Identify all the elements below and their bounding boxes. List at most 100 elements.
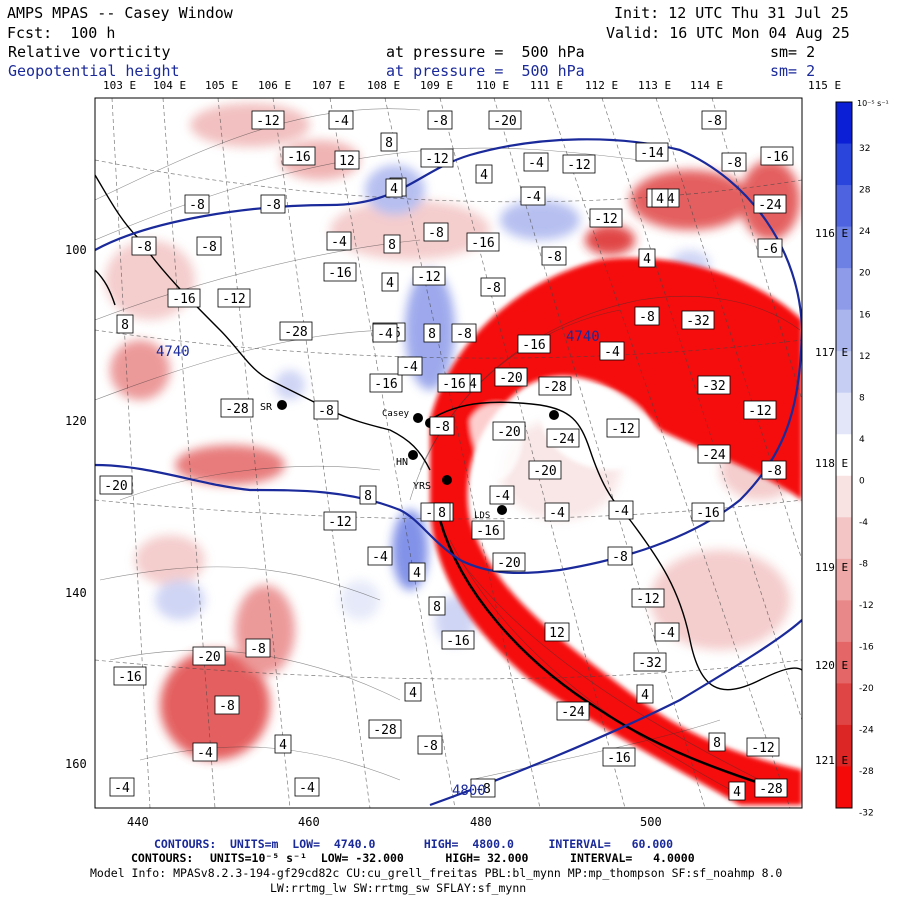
svg-text:-12: -12: [748, 404, 771, 419]
vorticity-contour-label: -8: [721, 152, 747, 172]
vorticity-contour-label: -8: [417, 735, 443, 755]
svg-text:12: 12: [339, 154, 355, 169]
vorticity-contour-label: 4: [381, 272, 399, 292]
svg-text:-4: -4: [333, 114, 349, 129]
colorbar-tick-label: 8: [859, 393, 865, 403]
svg-text:-28: -28: [759, 782, 782, 797]
vorticity-contour-label: -12: [217, 288, 251, 308]
svg-text:4: 4: [480, 168, 488, 183]
vorticity-contour-label: -8: [245, 638, 271, 658]
vorticity-contour-label: -16: [691, 502, 725, 522]
svg-text:-8: -8: [428, 226, 444, 241]
vorticity-contour-label: -4: [608, 500, 634, 520]
x-tick-label: 480: [470, 815, 492, 829]
colorbar-tick-label: -20: [859, 684, 874, 694]
vorticity-contour-label: -8: [541, 246, 567, 266]
colorbar-tick-label: 16: [859, 310, 871, 320]
svg-text:-28: -28: [373, 723, 396, 738]
svg-text:-4: -4: [299, 781, 315, 796]
vorticity-contour-label: -28: [220, 398, 254, 418]
vorticity-contour-label: -24: [697, 444, 731, 464]
svg-text:8: 8: [385, 136, 393, 151]
top-lon-label: 112 E: [585, 79, 619, 92]
colorbar-units: 10⁻⁵ s⁻¹: [857, 99, 889, 108]
vorticity-contour-label: -4: [192, 742, 218, 762]
vorticity-contour-label: 8: [116, 314, 134, 334]
vorticity-contour-label: -8: [634, 306, 660, 326]
svg-text:4: 4: [643, 252, 651, 267]
vorticity-contour-label: -32: [697, 375, 731, 395]
svg-text:-8: -8: [265, 198, 281, 213]
colorbar-swatch: [836, 434, 852, 477]
svg-text:-8: -8: [434, 420, 450, 435]
colorbar-swatch: [836, 392, 852, 435]
svg-text:-4: -4: [659, 626, 675, 641]
vorticity-contour-label: -8: [131, 236, 157, 256]
right-lon-label: 119 E: [815, 561, 849, 574]
svg-text:8: 8: [438, 506, 446, 521]
vorticity-contour-label: -8: [451, 323, 477, 343]
svg-text:-4: -4: [372, 550, 388, 565]
vorticity-contour-label: 8: [428, 596, 446, 616]
svg-text:-32: -32: [638, 656, 661, 671]
svg-text:-4: -4: [494, 489, 510, 504]
vorticity-contour-label: -12: [562, 154, 596, 174]
svg-text:-16: -16: [118, 670, 141, 685]
svg-text:-20: -20: [497, 556, 520, 571]
right-lon-label: 118 E: [815, 457, 849, 470]
colorbar-swatch: [836, 558, 852, 601]
svg-text:-8: -8: [726, 156, 742, 171]
top-lon-label: 105 E: [205, 79, 239, 92]
station-casey-dot[interactable]: [413, 413, 423, 423]
svg-text:-8: -8: [250, 642, 266, 657]
vorticity-contour-label: -24: [753, 194, 787, 214]
init-time: Init: 12 UTC Thu 31 Jul 25: [614, 4, 849, 22]
svg-text:-16: -16: [172, 292, 195, 307]
vorticity-contour-label: 4: [274, 734, 292, 754]
svg-text:-8: -8: [318, 404, 334, 419]
vorticity-contour-label: -4: [372, 323, 398, 343]
svg-text:-4: -4: [549, 506, 565, 521]
vorticity-contour-label: 4: [385, 178, 403, 198]
plot-title: AMPS MPAS -- Casey Window: [7, 4, 233, 22]
svg-text:-8: -8: [766, 464, 782, 479]
vorticity-contour-label: -20: [192, 646, 226, 666]
svg-text:-8: -8: [201, 240, 217, 255]
vorticity-contour-label: -8: [427, 110, 453, 130]
svg-text:-12: -12: [594, 212, 617, 227]
vorticity-contour-label: -16: [369, 373, 403, 393]
contours-height-info: UNITS=m LOW= 4740.0 HIGH= 4800.0 INTERVA…: [230, 837, 674, 851]
vorticity-contour-label: -16: [282, 146, 316, 166]
field1-smoothing: sm= 2: [770, 43, 816, 61]
top-lon-label: 106 E: [258, 79, 292, 92]
top-lon-label: 115 E: [808, 79, 842, 92]
contours-vorticity-info: UNITS=10⁻⁵ s⁻¹ LOW= -32.000 HIGH= 32.000…: [210, 851, 695, 865]
colorbar-tick-label: 32: [859, 144, 870, 154]
svg-text:4: 4: [733, 785, 741, 800]
station-sr-dot[interactable]: [277, 400, 287, 410]
vorticity-contour-label: 4: [638, 248, 656, 268]
vorticity-contour-label: -8: [607, 546, 633, 566]
station-yrs-dot[interactable]: [442, 475, 452, 485]
station-lds-dot[interactable]: [497, 505, 507, 515]
vorticity-contour-label: -24: [556, 701, 590, 721]
vorticity-contour-label: -4: [109, 777, 135, 797]
vorticity-contour-label: -12: [746, 737, 780, 757]
station-hn-dot[interactable]: [408, 450, 418, 460]
vorticity-contour-label: -16: [167, 288, 201, 308]
top-lon-label: 110 E: [476, 79, 510, 92]
contours-height-label: CONTOURS:: [154, 837, 217, 851]
vorticity-contour-label: -12: [589, 208, 623, 228]
svg-text:-4: -4: [114, 781, 130, 796]
svg-text:-20: -20: [499, 371, 522, 386]
top-lon-label: 103 E: [103, 79, 137, 92]
colorbar-tick-label: 20: [859, 269, 871, 279]
svg-text:4: 4: [656, 192, 664, 207]
station-east-dot[interactable]: [549, 410, 559, 420]
colorbar-swatch: [836, 143, 852, 186]
svg-text:-32: -32: [702, 379, 725, 394]
map-frame: [94, 97, 803, 809]
vorticity-contour-label: -28: [368, 719, 402, 739]
svg-text:-28: -28: [543, 380, 566, 395]
svg-text:-8: -8: [485, 281, 501, 296]
